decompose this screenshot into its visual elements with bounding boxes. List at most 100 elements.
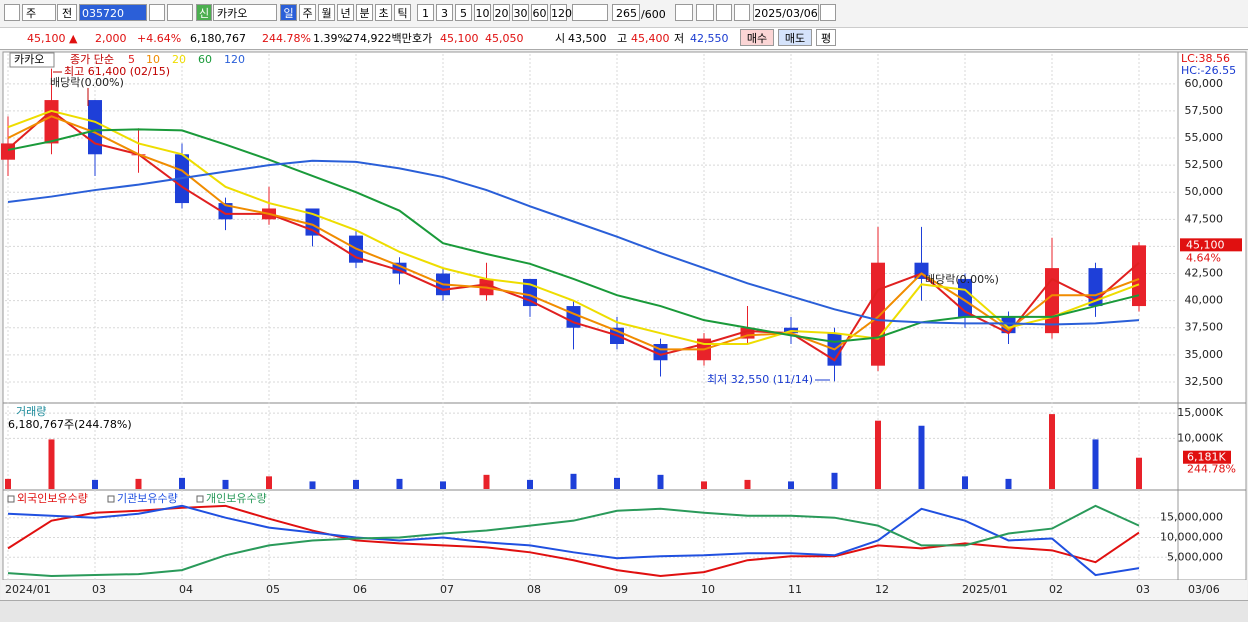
volume-bar [657,474,664,489]
volume-bar [222,479,229,489]
scrollbar[interactable] [0,600,1248,622]
moving-average [7,109,1140,345]
annotation: 최고 61,400 (02/15) [64,65,170,78]
volume-bar [179,477,185,489]
candle-body [1132,245,1146,307]
x-axis-area [1,580,1247,600]
x-tick-label: 05 [266,583,280,596]
menu-icon[interactable] [4,4,20,21]
toolbar-button[interactable]: 60 [531,4,548,21]
settings-icon[interactable] [734,4,750,21]
save-icon[interactable] [716,4,732,21]
toolbar-button[interactable]: 주 [299,4,316,21]
toolbar-button[interactable]: 20 [493,4,510,21]
chart: 32,50035,00037,50040,00042,50045,00047,5… [1,51,1247,600]
candle-body [44,100,59,144]
volume-bar [5,478,11,489]
calendar-icon[interactable] [820,4,836,21]
toolbar-button[interactable]: 30 [512,4,529,21]
holding-line [7,504,1140,578]
candle-body [740,327,755,339]
volume-bar [1136,457,1142,489]
candle-body [218,203,233,220]
volume-bar [353,479,359,489]
toolbar-button[interactable]: 1 [417,4,434,21]
x-tick-label: 02 [1049,583,1063,596]
y-tick-label: 47,500 [1185,212,1224,225]
legend-entry: 기관보유수량 [117,492,178,505]
toolbar-button[interactable]: 120 [550,4,572,21]
toolbar-button[interactable]: 분 [356,4,373,21]
name-input[interactable]: 카카오 [213,4,277,21]
legend-entry: 외국인보유수량 [17,492,88,505]
toolbar-button[interactable]: 년 [337,4,354,21]
y-tick-label: 15,000K [1177,406,1223,419]
toolbar-button[interactable]: 틱 [394,4,411,21]
legend-box [9,52,55,68]
holding-line [7,504,1140,577]
tool-icon[interactable] [696,4,714,21]
amount: 274,922백만 [346,32,412,45]
x-tick-label: 2024/01 [5,583,51,596]
hc-label: HC:-26.55 [1181,64,1236,77]
volume-bar [1049,414,1055,489]
high-label: 고 [617,32,628,45]
y-tick-label: 35,000 [1185,348,1224,361]
volume-bar [788,481,794,489]
legend-entry: 20 [172,53,186,66]
moving-average [7,115,1140,351]
avg-button[interactable]: 평 [816,29,836,46]
prev-button[interactable]: 전 [57,4,77,21]
toolbar-button[interactable]: 3 [436,4,453,21]
x-tick-label: 06 [353,583,367,596]
candle-body [871,262,885,366]
change: 2,000 [95,32,127,45]
x-tick-label: 03 [92,583,106,596]
chart-subtitle: 6,180,767주(244.78%) [8,418,132,431]
volume-bar [48,439,55,489]
open: 43,500 [568,32,607,45]
y-tick-label: 42,500 [1185,267,1224,280]
moving-average [7,128,1140,343]
volume-bar [135,478,142,489]
legend-icon [196,495,204,503]
volume-bar [527,479,533,489]
code-input[interactable]: 035720 [79,4,147,21]
count-input[interactable]: 265 [612,4,640,21]
toolbar-button[interactable]: 월 [318,4,335,21]
quote-bar: 45,100 ▲ 2,000 +4.64% 6,180,767 244.78% … [0,28,1248,50]
x-tick-label: 10 [701,583,715,596]
volume-bar [1005,478,1012,489]
toolbar-button[interactable]: 10 [474,4,491,21]
date-input[interactable]: 2025/03/06 [753,4,819,21]
volume: 6,180,767 [190,32,246,45]
rate: +4.64% [137,32,182,45]
toolbar-button[interactable]: 일 [280,4,297,21]
buy-button[interactable]: 매수 [740,29,774,46]
tool-icon[interactable] [675,4,693,21]
volume-bar [396,478,403,489]
volume-bar [614,477,620,489]
volume-bar [1092,439,1099,489]
x-tick-label: 2025/01 [962,583,1008,596]
x-tick-label: 11 [788,583,802,596]
ask-label: 호가 [412,32,433,45]
custom-input[interactable] [572,4,608,21]
y-tick-label: 10,000K [1177,431,1223,444]
toolbar-button[interactable]: 5 [455,4,472,21]
volume-bar [266,476,272,489]
volume-rate: 244.78% [262,32,311,45]
toolbar-button[interactable]: 초 [375,4,392,21]
volume-bar [744,479,751,489]
search-icon[interactable] [149,4,165,21]
sound-icon[interactable] [167,4,193,21]
count-max: /600 [641,8,666,21]
y-tick-label: 55,000 [1185,131,1224,144]
volume-bar [483,474,490,489]
period-select[interactable]: 주 [22,4,56,21]
turnover: 1.39% [313,32,348,45]
badge: 신 [196,4,212,21]
last-rate: 4.64% [1186,251,1221,264]
sell-button[interactable]: 매도 [778,29,812,46]
